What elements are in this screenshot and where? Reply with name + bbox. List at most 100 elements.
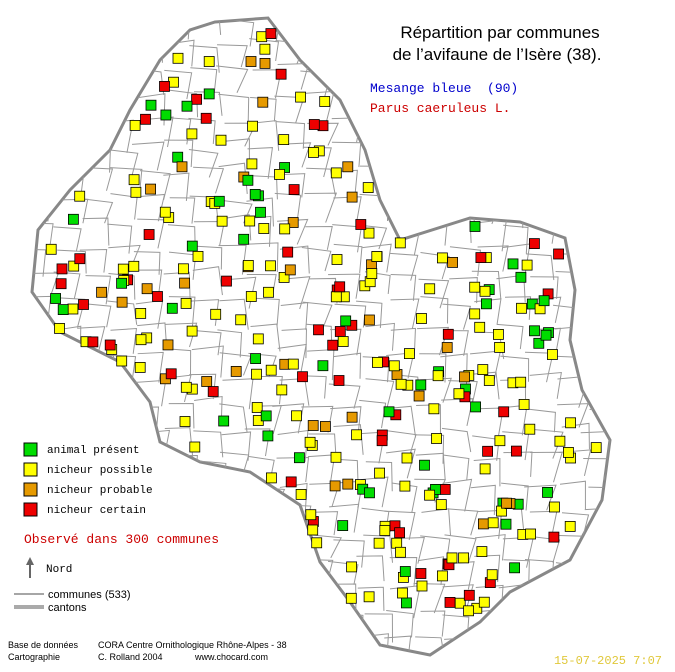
commune-marker [265,364,277,376]
commune-marker [68,213,79,225]
commune-boundary [554,112,580,141]
commune-marker [317,360,329,372]
commune-boundary [132,557,165,582]
commune-marker [57,304,69,316]
commune-boundary [247,147,274,179]
commune-marker [436,570,448,582]
commune-boundary [190,67,218,93]
commune-boundary [442,303,472,330]
commune-boundary [533,139,566,163]
commune-marker [172,52,184,64]
commune-marker [547,349,558,360]
commune-marker [351,429,363,441]
commune-boundary [412,140,443,164]
legend-swatch [23,442,38,457]
commune-marker [265,260,276,272]
commune-boundary [608,194,610,224]
commune-boundary [330,18,357,40]
commune-boundary [168,402,195,429]
commune-boundary [442,584,474,613]
commune-marker [128,174,140,186]
commune-boundary [77,18,106,41]
commune-marker [307,524,319,536]
commune-marker [329,480,341,492]
commune-marker [415,568,427,579]
commune-marker [383,406,395,418]
commune-marker [395,378,407,390]
summary: Observé dans 300 communes [24,532,219,547]
commune-marker [295,488,307,500]
commune-marker [515,376,527,388]
commune-marker [140,113,151,125]
commune-boundary [164,139,194,168]
commune-marker [135,334,147,346]
commune-marker [104,339,116,351]
commune-boundary [250,323,281,352]
commune-marker [166,302,178,314]
commune-marker [477,518,489,530]
commune-boundary [306,616,334,647]
commune-boundary [580,226,610,254]
credit-site: www.chocard.com [194,652,268,662]
commune-marker [553,248,564,260]
commune-marker [307,420,319,431]
commune-boundary [49,400,80,428]
commune-marker [463,589,475,601]
commune-marker [371,356,383,368]
commune-marker [200,112,212,124]
commune-marker [215,134,227,146]
commune-marker [255,206,266,218]
commune-marker [252,333,264,345]
commune-marker [337,520,349,531]
commune-marker [54,322,65,334]
commune-boundary [505,296,532,320]
commune-boundary [104,87,132,114]
commune-boundary [505,115,538,145]
commune-boundary [108,272,136,300]
commune-marker [563,446,574,458]
commune-boundary [280,142,312,168]
commune-marker [192,250,204,262]
commune-boundary [389,252,419,281]
commune-boundary [329,503,360,533]
commune-boundary [32,18,54,41]
species-name: Mesange bleue (90) [370,81,518,96]
legend-label: animal présent [47,445,139,457]
commune-marker [143,229,155,240]
commune-marker [235,314,247,326]
commune-marker [262,430,274,442]
commune-boundary [361,476,389,508]
commune-marker [486,569,498,581]
cantons-label: cantons [48,602,87,614]
commune-boundary [188,556,217,588]
commune-boundary [474,534,506,561]
commune-boundary [194,612,225,643]
commune-marker [177,263,189,275]
commune-boundary [113,18,139,42]
commune-marker [388,360,400,372]
commune-marker [395,546,406,558]
credit-label: Base de données [8,640,79,650]
commune-boundary [111,561,142,590]
commune-boundary [390,327,416,356]
commune-boundary [616,164,644,194]
commune-boundary [611,37,638,64]
commune-marker [258,223,270,234]
species-latin: Parus caeruleus L. [370,101,510,116]
commune-marker [542,486,553,498]
commune-boundary [32,171,57,202]
commune-marker [340,315,352,327]
commune-boundary [276,121,306,149]
commune-boundary [217,44,248,68]
commune-boundary [530,276,559,299]
commune-boundary [333,352,362,379]
commune-marker [436,252,448,264]
commune-marker [475,252,487,264]
commune-boundary [449,246,481,277]
commune-marker [78,299,89,310]
commune-marker [397,587,408,599]
commune-marker [424,489,436,501]
commune-marker [494,435,506,447]
commune-marker [117,263,129,275]
commune-marker [419,459,430,471]
